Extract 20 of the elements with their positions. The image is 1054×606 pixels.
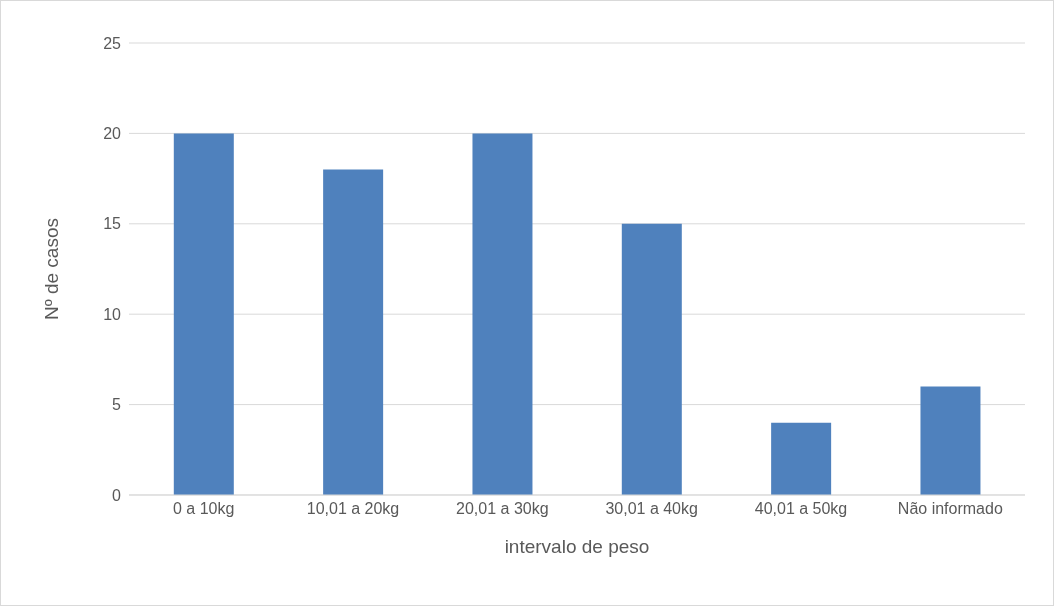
bar	[920, 386, 981, 495]
bar	[173, 133, 234, 495]
y-tick-label: 20	[103, 125, 122, 143]
y-tick-label: 10	[103, 305, 122, 323]
y-axis-title: Nº de casos	[40, 218, 62, 320]
x-tick-label: Não informado	[897, 500, 1003, 518]
y-tick-label: 5	[112, 396, 122, 414]
y-tick-label: 25	[103, 34, 122, 52]
bar	[621, 223, 682, 495]
x-axis-title: intervalo de peso	[504, 536, 650, 557]
y-tick-label: 0	[112, 486, 122, 504]
x-tick-label: 10,01 a 20kg	[306, 500, 400, 518]
x-tick-label: 0 a 10kg	[172, 500, 235, 518]
y-tick-label: 15	[103, 215, 122, 233]
x-tick-label: 20,01 a 30kg	[456, 500, 549, 518]
bar	[472, 133, 533, 495]
x-tick-label: 40,01 a 50kg	[754, 500, 848, 518]
x-tick-label: 30,01 a 40kg	[605, 500, 698, 518]
bar	[771, 422, 832, 495]
bar	[323, 169, 384, 495]
